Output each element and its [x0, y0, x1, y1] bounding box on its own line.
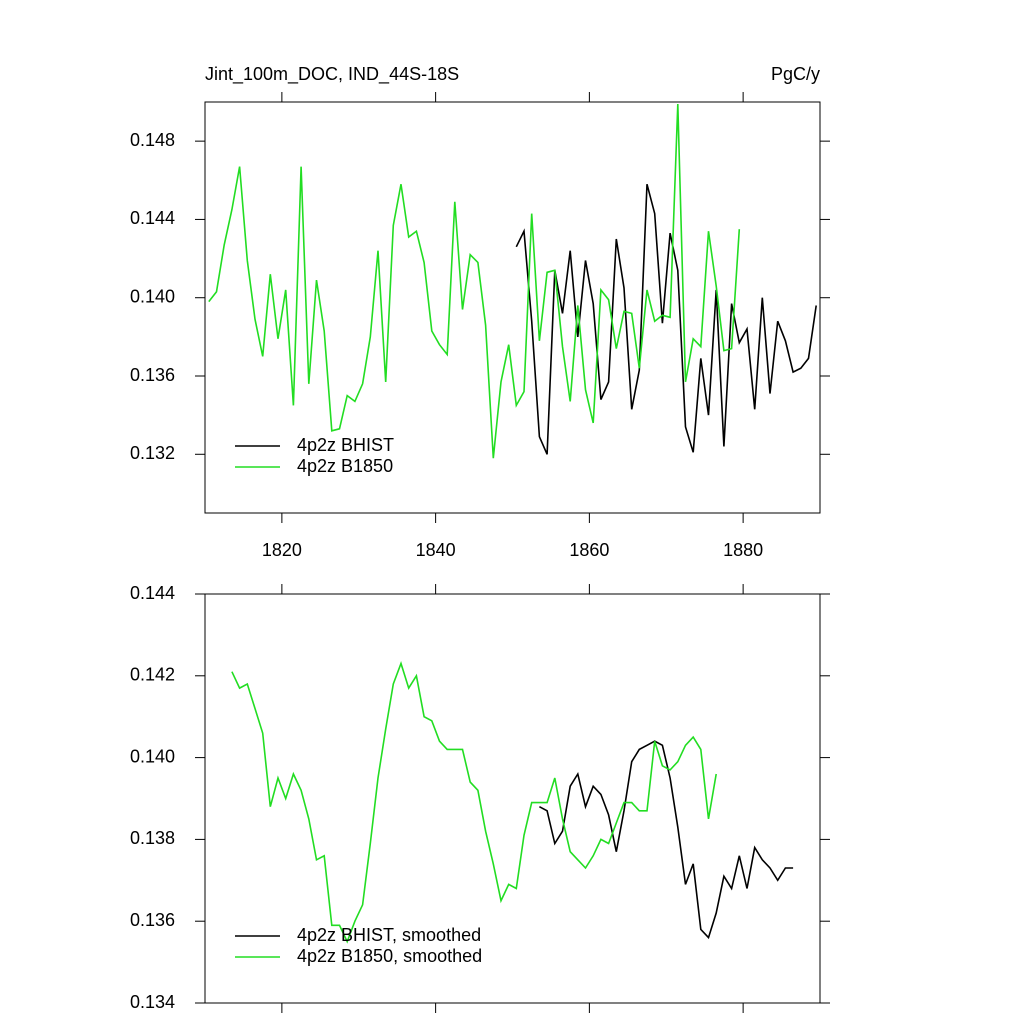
- y-tick-label: 0.144: [130, 208, 175, 228]
- data-line: [208, 103, 741, 459]
- legend-label: 4p2z BHIST, smoothed: [297, 925, 481, 945]
- y-tick-label: 0.142: [130, 665, 175, 685]
- y-tick-label: 0.144: [130, 583, 175, 603]
- data-line: [231, 661, 717, 944]
- x-tick-label: 1880: [723, 540, 763, 560]
- y-tick-label: 0.140: [130, 286, 175, 306]
- legend-label: 4p2z B1850: [297, 456, 393, 476]
- data-line: [539, 740, 794, 940]
- legend-label: 4p2z BHIST: [297, 435, 394, 455]
- y-tick-label: 0.136: [130, 365, 175, 385]
- x-tick-label: 1860: [569, 540, 609, 560]
- y-tick-label: 0.134: [130, 992, 175, 1012]
- legend-label: 4p2z B1850, smoothed: [297, 946, 482, 966]
- chart-title: Jint_100m_DOC, IND_44S-18S: [205, 64, 459, 85]
- plot-frame: [204, 593, 821, 1004]
- y-tick-label: 0.132: [130, 443, 175, 463]
- y-tick-label: 0.136: [130, 910, 175, 930]
- x-tick-label: 1820: [262, 540, 302, 560]
- data-line: [515, 183, 817, 455]
- x-tick-label: 1840: [416, 540, 456, 560]
- y-tick-label: 0.140: [130, 746, 175, 766]
- y-tick-label: 0.148: [130, 130, 175, 150]
- plot-frame: [204, 101, 821, 514]
- unit-label: PgC/y: [771, 64, 820, 84]
- y-tick-label: 0.138: [130, 828, 175, 848]
